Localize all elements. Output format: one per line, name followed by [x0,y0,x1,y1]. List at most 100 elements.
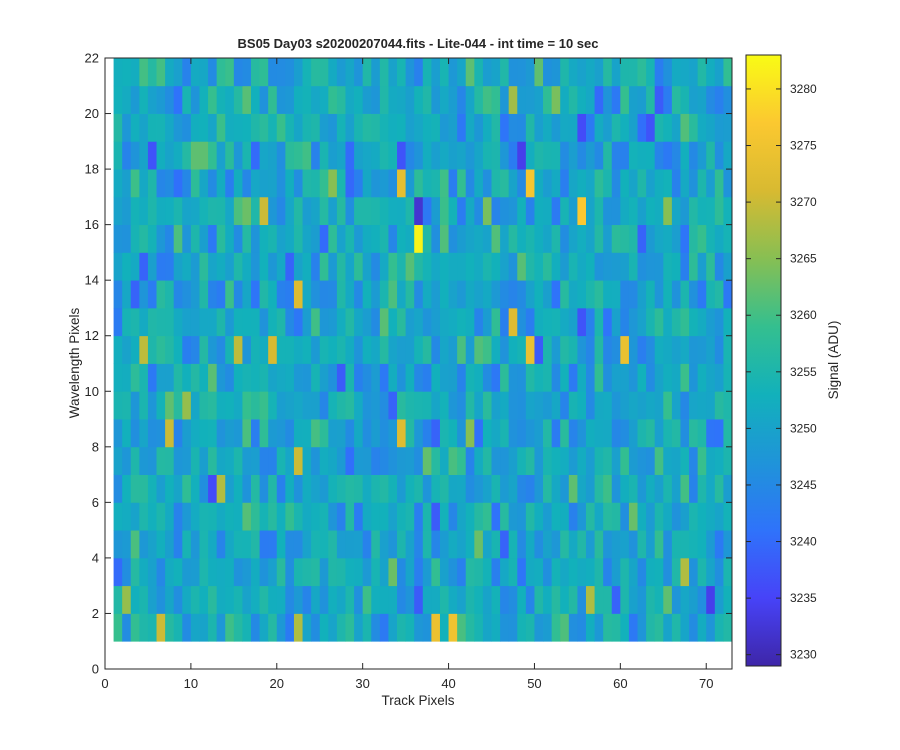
heatmap-cell [371,585,381,614]
heatmap-cell [173,113,183,142]
heatmap-cell [560,141,570,170]
heatmap-cell [603,391,613,420]
heatmap-cell [345,335,355,364]
heatmap-cell [345,530,355,559]
heatmap-cell [208,280,218,309]
heatmap-cell [465,85,475,114]
heatmap-cell [233,363,243,392]
heatmap-cell [354,113,364,142]
heatmap-cell [156,391,166,420]
heatmap-cell [156,557,166,587]
heatmap-cell [500,307,510,337]
heatmap-cell [139,363,149,392]
heatmap-cell [508,391,518,420]
heatmap-cell [233,391,243,420]
heatmap-cell [646,224,656,253]
heatmap-cell [362,419,372,448]
heatmap-cell [723,446,733,475]
heatmap-cell [225,446,235,475]
heatmap-cell [405,252,415,281]
heatmap-cell [654,224,664,253]
heatmap-cell [397,585,407,614]
heatmap-cell [319,252,329,281]
heatmap-cell [465,391,475,420]
heatmap-cell [491,113,501,142]
heatmap-cell [251,335,260,364]
heatmap-cell [397,335,407,364]
heatmap-cell [251,252,260,281]
heatmap-cell [680,196,690,226]
heatmap-cell [646,196,656,226]
heatmap-cell [491,252,501,281]
heatmap-cell [620,113,630,142]
heatmap-cell [439,196,449,226]
heatmap-cell [328,502,338,531]
heatmap-cell [560,113,570,142]
heatmap-cell [122,113,132,142]
heatmap-cell [508,169,518,198]
heatmap-cell [165,446,175,475]
heatmap-cell [328,252,338,281]
heatmap-cell [723,252,733,281]
heatmap-cell [525,474,535,503]
heatmap-cell [422,502,432,531]
heatmap-cell [173,419,183,448]
heatmap-cell [139,530,149,559]
heatmap-cell [379,196,389,226]
heatmap-cell [628,446,638,475]
heatmap-cell [560,502,570,531]
heatmap-cell [173,280,183,309]
heatmap-cell [663,280,673,309]
heatmap-cell [156,363,166,392]
heatmap-cell [259,141,269,170]
heatmap-cell [543,419,553,448]
heatmap-cell [585,58,595,87]
heatmap-cell [397,58,407,87]
y-tick-label: 16 [85,217,99,232]
heatmap-cell [336,196,346,226]
heatmap-cell [173,530,183,559]
heatmap-cell [139,252,149,281]
heatmap-cell [448,613,458,642]
heatmap-cell [439,585,449,614]
heatmap-cell [663,502,673,531]
heatmap-cell [139,585,149,614]
heatmap-cell [628,391,638,420]
heatmap-cell [671,141,681,170]
heatmap-cell [680,224,690,253]
heatmap-cell [431,530,441,559]
heatmap-cell [276,280,286,309]
heatmap-cell [242,530,252,559]
heatmap-cell [242,85,252,114]
heatmap-cell [654,585,664,614]
heatmap-cell [208,391,218,420]
heatmap-cell [646,363,656,392]
x-tick-label: 70 [699,676,713,691]
heatmap-cell [259,613,269,642]
heatmap-cell [259,224,269,253]
heatmap-cell [336,530,346,559]
heatmap-cell [482,502,492,531]
heatmap-cell [689,58,699,87]
heatmap-cell [328,113,338,142]
heatmap-cell [568,58,578,87]
heatmap-cell [165,58,175,87]
heatmap-cell [397,557,407,587]
heatmap-cell [620,85,630,114]
heatmap-cell [508,502,518,531]
heatmap-cell [577,85,587,114]
heatmap-cell [190,85,200,114]
heatmap-cell [397,613,407,642]
heatmap-cell [173,585,183,614]
heatmap-cell [671,419,681,448]
heatmap-cell [577,280,587,309]
heatmap-cell [173,252,183,281]
heatmap-cell [199,307,209,337]
heatmap-cell [319,613,329,642]
heatmap-cell [577,224,587,253]
heatmap-cell [525,557,535,587]
heatmap-cell [336,280,346,309]
heatmap-cell [216,613,226,642]
heatmap-cell [285,224,295,253]
heatmap-cell [336,585,346,614]
